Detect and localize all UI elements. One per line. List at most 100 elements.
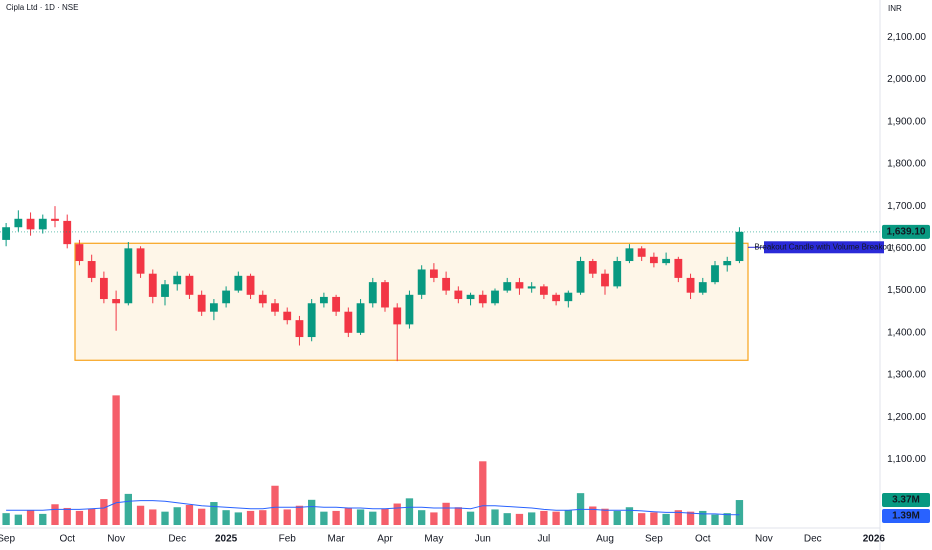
- candle-body: [601, 273, 609, 287]
- x-tick-label: May: [424, 534, 443, 545]
- volume-bar: [564, 510, 572, 525]
- volume-bar: [161, 511, 169, 525]
- candle-body: [319, 296, 328, 304]
- volume-bar: [418, 510, 426, 525]
- x-tick-label: Oct: [695, 534, 711, 545]
- volume-bar: [613, 510, 621, 525]
- candle-body: [539, 286, 548, 295]
- candle-body: [588, 261, 597, 274]
- candle-body: [637, 248, 646, 257]
- volume-bar: [430, 512, 438, 525]
- candle-body: [723, 261, 732, 266]
- volume-bar: [320, 511, 328, 525]
- candle-body: [442, 277, 451, 291]
- x-tick-label: Dec: [168, 534, 186, 545]
- volume-bar: [234, 512, 242, 525]
- volume-bar: [528, 512, 536, 525]
- candle-body: [368, 282, 377, 304]
- candle-body: [2, 227, 11, 240]
- y-tick-label: 1,400.00: [887, 327, 926, 338]
- x-tick-label: 2025: [215, 534, 238, 545]
- candle-body: [112, 299, 121, 304]
- volume-bar: [75, 510, 84, 525]
- candle-body: [295, 320, 304, 338]
- candle-body: [613, 261, 622, 287]
- volume-bar: [515, 513, 524, 525]
- candle-body: [124, 248, 133, 304]
- candle-body: [515, 282, 524, 289]
- candle-body: [99, 277, 108, 300]
- candle-body: [197, 294, 206, 312]
- volume-bar: [625, 507, 634, 525]
- volume-bar: [442, 502, 450, 525]
- x-tick-label: Feb: [279, 534, 297, 545]
- y-tick-label: 1,600.00: [887, 243, 926, 254]
- volume-bar: [466, 511, 475, 525]
- volume-tag: [882, 493, 930, 507]
- volume-label: 3.37M: [892, 495, 920, 506]
- candle-body: [161, 284, 169, 297]
- volume-bar: [246, 510, 255, 525]
- volume-bar: [295, 505, 304, 525]
- x-tick-label: Jun: [475, 534, 491, 545]
- volume-bar: [39, 513, 47, 525]
- volume-bar: [2, 513, 10, 525]
- volume-bar: [63, 507, 71, 525]
- volume-bar: [479, 461, 487, 525]
- volume-bar: [210, 502, 218, 525]
- volume-bar: [454, 507, 462, 525]
- candle-body: [674, 258, 683, 278]
- candle-body: [711, 265, 719, 283]
- y-tick-label: 2,100.00: [887, 32, 926, 43]
- candle-body: [222, 290, 231, 304]
- volume-bar: [259, 510, 267, 525]
- volume-bar: [136, 505, 145, 525]
- volume-bar: [638, 513, 646, 525]
- x-tick-label: Dec: [804, 534, 822, 545]
- candle-body: [344, 311, 353, 333]
- candle-body: [381, 282, 389, 308]
- volume-bar: [735, 500, 744, 525]
- volume-bar: [356, 509, 365, 525]
- candle-body: [63, 220, 72, 245]
- candle-body: [246, 275, 255, 295]
- candle-body: [26, 218, 35, 230]
- candle-body: [356, 303, 365, 333]
- volume-bar: [686, 511, 695, 525]
- volume-bar: [271, 485, 279, 525]
- candle-body: [429, 269, 438, 278]
- candle-body: [258, 294, 267, 304]
- volume-bar: [88, 508, 96, 525]
- volume-bar: [112, 395, 120, 525]
- candle-body: [14, 218, 23, 228]
- volume-bar: [601, 508, 609, 525]
- volume-bar: [369, 511, 377, 525]
- x-tick-label: Jul: [537, 534, 550, 545]
- volume-bar: [308, 499, 316, 525]
- candle-body: [576, 261, 585, 293]
- volume-bar: [124, 493, 132, 525]
- volume-bar: [723, 513, 731, 525]
- y-tick-label: 1,100.00: [887, 454, 926, 465]
- volume-bar: [283, 509, 291, 525]
- volume-bar: [711, 514, 719, 525]
- volume-bar: [185, 505, 194, 525]
- volume-ma-label: 1.39M: [892, 511, 920, 522]
- candle-body: [491, 290, 499, 304]
- x-tick-label: Apr: [377, 534, 393, 545]
- candle-body: [283, 311, 292, 321]
- volume-bar: [662, 513, 670, 525]
- candle-body: [527, 286, 536, 289]
- volume-bar: [14, 514, 22, 525]
- annotation-box: [764, 241, 884, 254]
- candle-body: [51, 218, 59, 221]
- candle-body: [625, 248, 634, 262]
- x-tick-label: Sep: [0, 534, 15, 545]
- annotation-label: Breakout Candle with Volume Breakout: [754, 242, 894, 251]
- candle-body: [38, 218, 47, 230]
- candle-body: [136, 248, 145, 274]
- volume-bar: [198, 508, 206, 525]
- candle-body: [185, 275, 194, 295]
- x-tick-label: Aug: [596, 534, 614, 545]
- candle-body: [307, 303, 316, 338]
